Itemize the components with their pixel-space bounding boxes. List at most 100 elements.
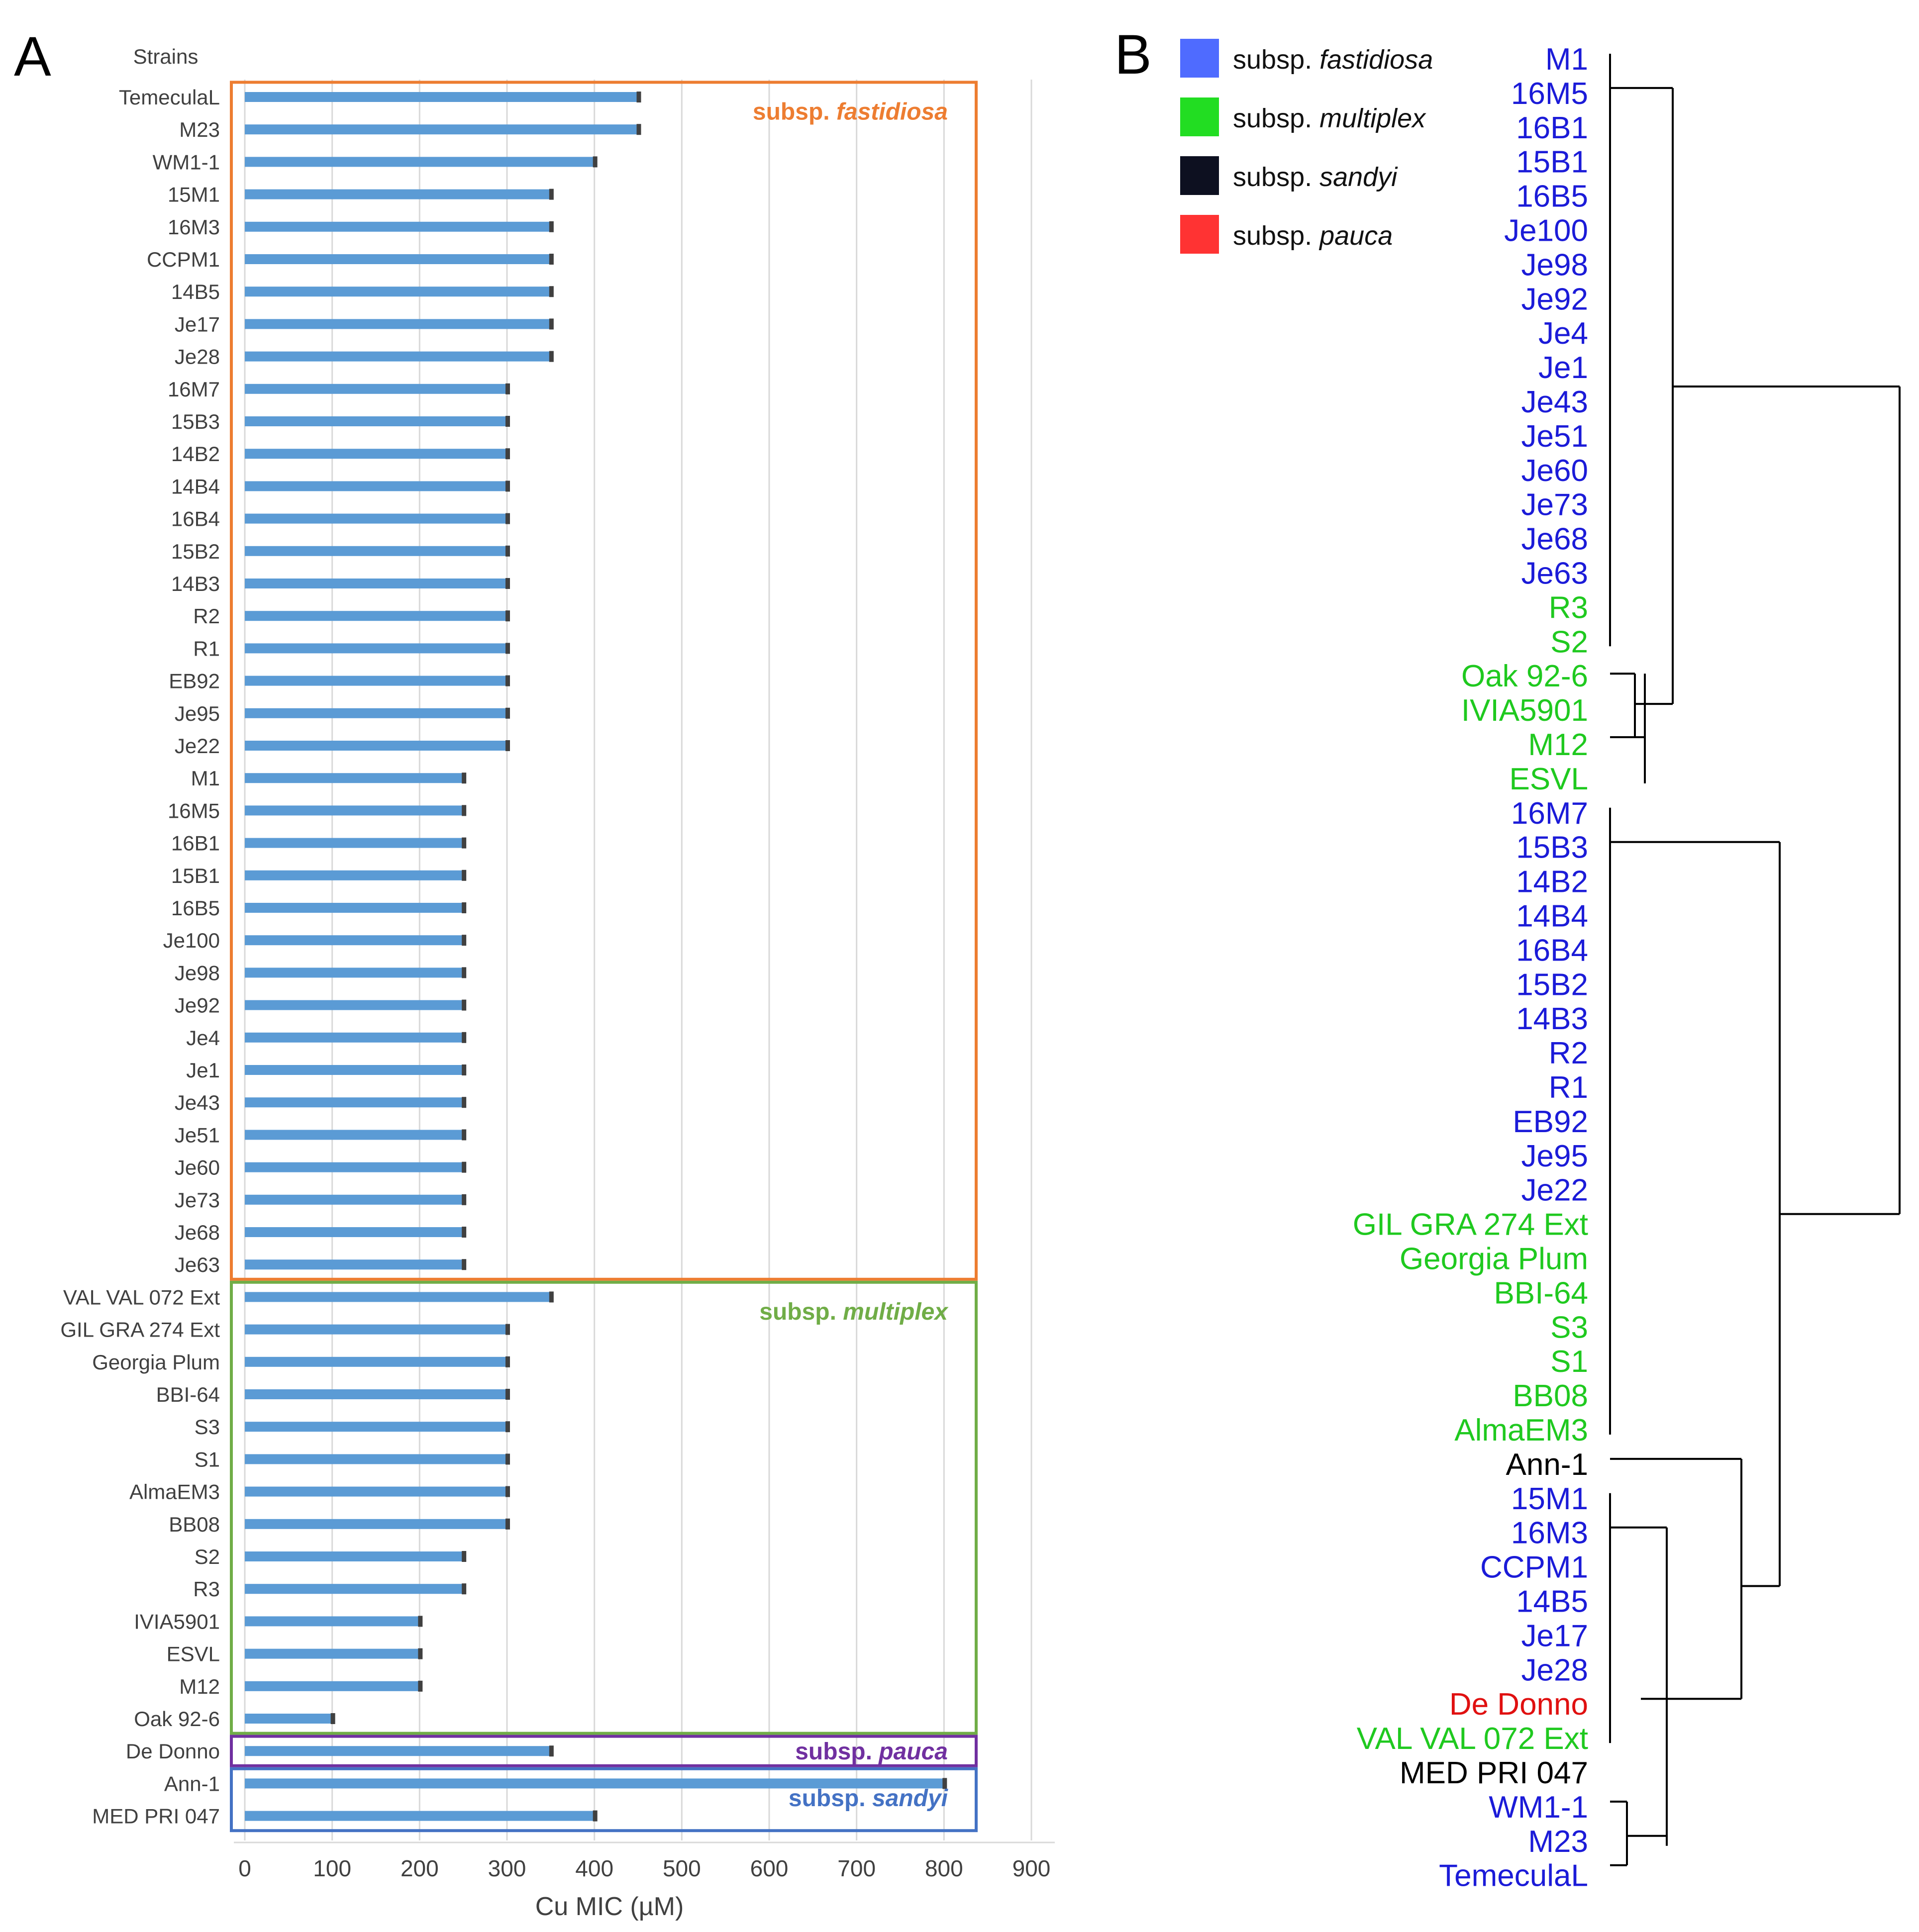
leaf-label: Je4 <box>1538 316 1588 351</box>
error-cap <box>462 773 467 784</box>
bar <box>245 92 638 102</box>
strain-label: S2 <box>195 1545 220 1568</box>
strain-label: Ann-1 <box>164 1772 220 1795</box>
bar <box>245 1778 944 1789</box>
leaf-label: M23 <box>1528 1825 1588 1859</box>
strain-label: Je92 <box>175 994 220 1017</box>
legend-name: fastidiosa <box>1319 45 1433 75</box>
bar <box>245 741 507 751</box>
error-cap <box>505 740 510 751</box>
strain-label: Je98 <box>175 961 220 984</box>
strain-label: Je73 <box>175 1188 220 1212</box>
group-label-prefix: subsp. <box>753 98 836 125</box>
group-label: subsp. pauca <box>795 1739 948 1765</box>
leaf-label: 15B1 <box>1516 145 1588 180</box>
error-cap <box>505 1486 510 1497</box>
legend-label: subsp. sandyi <box>1233 162 1398 192</box>
x-tick-label: 200 <box>401 1855 439 1881</box>
leaf-label: De Donno <box>1449 1687 1588 1722</box>
strain-label: VAL VAL 072 Ext <box>63 1285 220 1309</box>
bar <box>245 1065 464 1075</box>
error-cap <box>330 1713 335 1724</box>
x-tick-label: 700 <box>837 1855 876 1881</box>
strain-label: Je68 <box>175 1221 220 1244</box>
error-cap <box>505 1324 510 1335</box>
panel-b-letter: B <box>1114 23 1152 86</box>
legend-swatch <box>1180 97 1219 136</box>
legend-prefix: subsp. <box>1233 221 1319 251</box>
group-label-prefix: subsp. <box>795 1739 879 1765</box>
x-tick-label: 400 <box>575 1855 613 1881</box>
x-tick-label: 900 <box>1012 1855 1051 1881</box>
leaf-label: 14B4 <box>1516 899 1588 934</box>
strain-label: 16B4 <box>171 507 220 531</box>
leaf-label: TemeculaL <box>1439 1859 1588 1893</box>
strain-label: TemeculaL <box>119 86 220 109</box>
strain-label: BB08 <box>169 1513 220 1536</box>
bar <box>245 546 507 556</box>
strain-label: De Donno <box>126 1739 220 1763</box>
leaf-label: 14B3 <box>1516 1002 1588 1036</box>
bar <box>245 1584 464 1594</box>
bar <box>245 1648 420 1659</box>
bar <box>245 1519 507 1529</box>
bar <box>245 1551 464 1561</box>
leaf-label: Ann-1 <box>1506 1448 1588 1482</box>
strain-label: 15B2 <box>171 540 220 563</box>
group-label: subsp. fastidiosa <box>753 98 948 125</box>
x-tick-labels: 0 100 200 300 400 500 600 700 800 900 <box>238 1855 1050 1881</box>
leaf-label: Je17 <box>1521 1619 1588 1653</box>
error-cap <box>462 837 467 849</box>
bar <box>245 1292 551 1302</box>
leaf-label: 16M7 <box>1511 796 1588 831</box>
strain-label: EB92 <box>169 670 220 693</box>
strain-label: 16B1 <box>171 832 220 855</box>
bar <box>245 287 551 297</box>
strain-label: 14B2 <box>171 442 220 466</box>
error-cap <box>462 1227 467 1238</box>
strain-label: Je60 <box>175 1156 220 1179</box>
strain-label: Je17 <box>175 312 220 336</box>
bar <box>245 1714 332 1724</box>
bar <box>245 1097 464 1108</box>
error-cap <box>505 1421 510 1433</box>
dendrogram-leaf-labels: M116M516B115B116B5Je100Je98Je92Je4Je1Je4… <box>1353 42 1588 1893</box>
strain-label: Oak 92-6 <box>134 1707 220 1731</box>
leaf-label: 15B3 <box>1516 831 1588 865</box>
leaf-label: GIL GRA 274 Ext <box>1353 1208 1588 1242</box>
bar <box>245 1454 507 1464</box>
bar <box>245 221 551 232</box>
error-cap <box>462 1097 467 1108</box>
bar <box>245 124 638 135</box>
error-cap <box>462 999 467 1011</box>
bar <box>245 351 551 362</box>
strain-label: Je4 <box>186 1026 220 1050</box>
leaf-label: R2 <box>1549 1036 1588 1070</box>
group-label-name: sandyi <box>872 1785 949 1812</box>
bar <box>245 416 507 426</box>
group-box <box>230 1735 978 1767</box>
leaf-label: WM1-1 <box>1489 1790 1588 1825</box>
x-tick-label: 0 <box>238 1855 251 1881</box>
strain-label: 15B1 <box>171 864 220 887</box>
legend-prefix: subsp. <box>1233 45 1319 75</box>
error-cap <box>505 578 510 589</box>
bar <box>245 1422 507 1432</box>
strain-label: GIL GRA 274 Ext <box>60 1318 220 1342</box>
leaf-label: 16B1 <box>1516 111 1588 145</box>
group-label: subsp. sandyi <box>789 1785 949 1812</box>
strain-label: AlmaEM3 <box>129 1480 220 1504</box>
error-cap <box>462 935 467 946</box>
leaf-label: ESVL <box>1509 762 1588 796</box>
strain-label: MED PRI 047 <box>92 1805 220 1828</box>
group-label-prefix: subsp. <box>789 1785 872 1812</box>
group-label-name: pauca <box>878 1739 948 1765</box>
bar <box>245 579 507 588</box>
leaf-label: 16M3 <box>1511 1516 1588 1550</box>
bars <box>245 92 947 1822</box>
error-cap <box>549 254 554 265</box>
strain-label: R1 <box>193 637 220 660</box>
strain-label: M23 <box>179 118 220 141</box>
legend-label: subsp. pauca <box>1233 221 1393 251</box>
strain-label: S3 <box>195 1415 220 1439</box>
